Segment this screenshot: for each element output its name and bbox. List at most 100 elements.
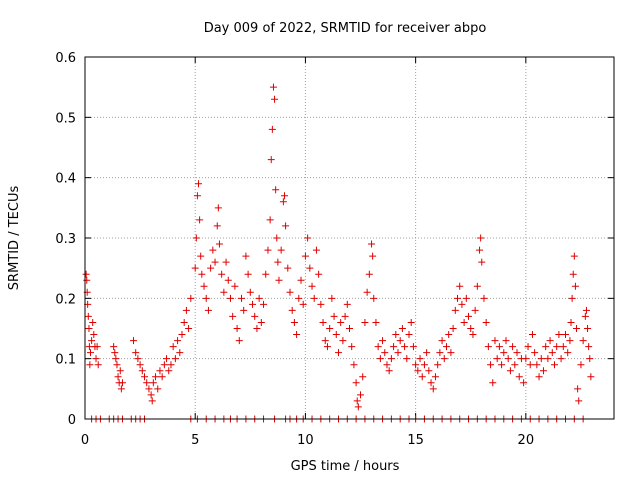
- y-tick-label: 0: [68, 413, 76, 428]
- data-point: [418, 373, 426, 381]
- data-point: [370, 294, 378, 302]
- data-point: [429, 385, 437, 393]
- chart-title: Day 009 of 2022, SRMTID for receiver abp…: [204, 21, 487, 36]
- data-point: [226, 294, 234, 302]
- data-point: [284, 264, 292, 272]
- data-point: [562, 331, 570, 339]
- x-axis-label: GPS time / hours: [291, 459, 400, 474]
- data-point: [449, 325, 457, 332]
- data-point: [473, 282, 481, 290]
- data-point: [145, 385, 153, 393]
- data-point: [392, 331, 400, 339]
- data-point: [407, 318, 415, 326]
- data-point: [500, 349, 508, 357]
- data-point: [381, 349, 389, 357]
- data-point: [193, 192, 201, 200]
- data-point: [191, 264, 199, 272]
- data-point: [506, 367, 514, 375]
- data-point: [272, 186, 280, 194]
- data-point: [92, 355, 100, 363]
- data-point: [438, 337, 446, 345]
- data-point: [575, 397, 583, 405]
- data-point: [83, 276, 91, 284]
- data-point: [178, 331, 186, 339]
- data-point: [546, 337, 554, 345]
- data-point: [215, 240, 223, 248]
- data-point: [257, 318, 265, 326]
- data-point: [504, 355, 512, 363]
- data-point: [266, 216, 274, 224]
- data-point: [290, 318, 298, 326]
- data-point: [323, 343, 331, 351]
- data-point: [317, 300, 325, 308]
- data-point: [242, 252, 250, 260]
- data-point: [277, 246, 285, 254]
- data-point: [341, 312, 349, 320]
- data-point: [354, 403, 362, 411]
- data-point: [264, 246, 272, 254]
- data-point: [379, 337, 387, 345]
- data-point: [557, 355, 565, 363]
- data-point: [412, 361, 420, 369]
- data-point: [141, 373, 149, 381]
- x-tick-label: 15: [407, 433, 424, 448]
- data-point: [346, 325, 353, 332]
- data-point: [387, 355, 395, 363]
- data-point: [89, 318, 97, 326]
- data-point: [564, 349, 572, 357]
- data-point: [233, 325, 241, 332]
- data-point: [310, 294, 318, 302]
- data-point: [495, 343, 503, 351]
- data-point: [262, 270, 270, 278]
- data-point: [353, 397, 361, 405]
- data-point: [116, 367, 124, 375]
- data-point: [88, 337, 96, 345]
- data-point: [134, 355, 142, 363]
- data-point: [573, 325, 581, 332]
- data-point: [339, 337, 347, 345]
- data-point: [224, 276, 232, 284]
- data-point: [176, 349, 184, 357]
- data-point: [440, 355, 448, 363]
- data-point: [154, 385, 162, 393]
- data-point: [273, 234, 281, 242]
- data-point: [462, 294, 470, 302]
- data-point: [467, 325, 475, 332]
- data-point: [416, 355, 424, 363]
- data-point: [427, 379, 435, 387]
- data-point: [582, 306, 590, 314]
- data-point: [469, 331, 477, 339]
- data-point: [431, 373, 439, 381]
- data-point: [535, 373, 543, 381]
- data-point: [85, 325, 93, 332]
- data-point: [328, 294, 336, 302]
- data-point: [374, 343, 382, 351]
- data-point: [420, 361, 428, 369]
- data-point: [117, 385, 125, 393]
- data-point: [315, 270, 323, 278]
- data-point: [566, 337, 574, 345]
- data-point: [436, 349, 444, 357]
- data-point: [550, 361, 558, 369]
- data-point: [255, 294, 263, 302]
- data-point: [86, 361, 94, 369]
- data-point: [269, 83, 277, 91]
- data-point: [129, 337, 137, 345]
- data-point: [451, 306, 459, 314]
- y-axis-label: SRMTID / TECUs: [7, 186, 22, 291]
- data-point: [569, 270, 577, 278]
- data-point: [180, 318, 188, 326]
- data-point: [204, 306, 212, 314]
- data-point: [84, 312, 92, 320]
- data-point: [574, 385, 582, 393]
- x-tick-label: 20: [518, 433, 535, 448]
- data-point: [163, 355, 171, 363]
- data-points: [82, 83, 595, 423]
- data-point: [147, 391, 155, 399]
- data-point: [279, 198, 287, 206]
- data-point: [359, 373, 367, 381]
- data-point: [326, 325, 334, 332]
- data-point: [447, 349, 455, 357]
- data-point: [156, 367, 164, 375]
- data-point: [350, 361, 358, 369]
